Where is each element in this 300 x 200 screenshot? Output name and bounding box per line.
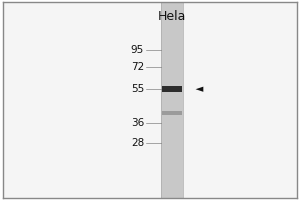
Text: Hela: Hela — [158, 10, 186, 23]
Bar — [161, 2, 183, 198]
Text: 72: 72 — [131, 62, 144, 72]
Text: 95: 95 — [131, 45, 144, 55]
Bar — [162, 86, 182, 92]
Text: 28: 28 — [131, 138, 144, 148]
Text: 55: 55 — [131, 84, 144, 94]
Text: 36: 36 — [131, 118, 144, 128]
Polygon shape — [196, 87, 203, 92]
Bar — [162, 111, 182, 115]
